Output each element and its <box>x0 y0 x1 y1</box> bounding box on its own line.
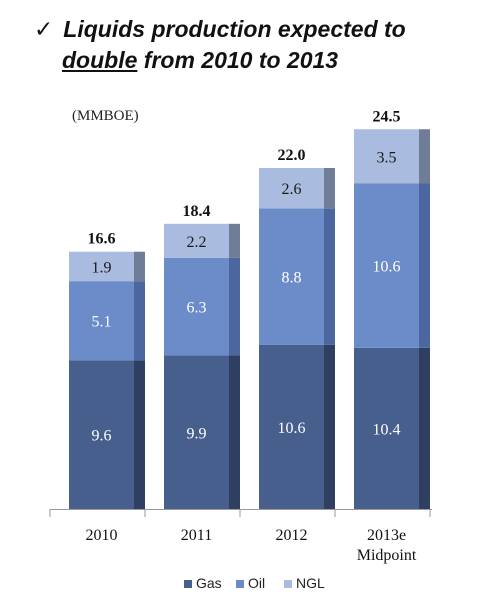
x-tick-label: Midpoint <box>357 547 417 564</box>
bar-segment-side <box>134 251 145 282</box>
data-label: 10.6 <box>278 420 306 437</box>
legend-swatch <box>284 580 292 588</box>
headline-emphasis: double <box>62 47 138 73</box>
bar-segment <box>354 129 419 184</box>
bars-layer: 9.6 5.1 1.9 16.6 9.9 6.3 2.2 18.4 10.6 8.8 2.6 22.0… <box>69 108 430 509</box>
data-label: 6.3 <box>187 300 207 317</box>
legend-swatch <box>184 580 192 588</box>
bar-segment-side <box>324 208 335 345</box>
data-label: 9.9 <box>187 425 207 442</box>
x-tick-label: 2013e <box>367 527 406 544</box>
x-tick-label: 2012 <box>276 527 308 544</box>
total-label: 24.5 <box>373 108 401 125</box>
bar-segment-side <box>134 281 145 361</box>
legend: Gas Oil NGL <box>184 575 325 591</box>
bar-segment <box>259 168 324 209</box>
headline: ✓ Liquids production expected to double f… <box>34 14 474 76</box>
bar-segment <box>69 360 134 509</box>
bar-segment <box>164 355 229 509</box>
legend-label: NGL <box>296 575 325 591</box>
bar-segment-side <box>229 355 240 509</box>
legend-label: Oil <box>248 575 265 591</box>
headline-line1: Liquids production expected to <box>63 16 406 42</box>
bar-segment <box>354 183 419 348</box>
bar-segment-side <box>229 257 240 356</box>
data-label: 9.6 <box>92 428 112 445</box>
bar-segment-side <box>229 223 240 258</box>
headline-line2: from 2010 to 2013 <box>137 47 339 73</box>
bar-segment-side <box>324 344 335 509</box>
legend-label: Gas <box>196 575 222 591</box>
bar-group: 9.9 6.3 2.2 18.4 <box>164 203 240 509</box>
total-label: 18.4 <box>183 203 211 220</box>
data-label: 5.1 <box>92 314 112 331</box>
bar-segment-side <box>419 347 430 509</box>
data-label: 10.4 <box>373 421 401 438</box>
bar-segment <box>259 208 324 345</box>
bar-segment <box>164 223 229 258</box>
bar-segment-side <box>419 129 430 184</box>
legend-swatch <box>236 580 244 588</box>
x-tick-label: 2011 <box>181 527 212 544</box>
bar-segment <box>259 344 324 509</box>
unit-label: (MMBOE) <box>72 108 139 124</box>
total-label: 16.6 <box>88 231 116 248</box>
data-label: 3.5 <box>377 149 397 166</box>
x-axis: 2010 2011 2012 2013e Midpoint <box>49 509 432 564</box>
bar-group: 9.6 5.1 1.9 16.6 <box>69 231 145 509</box>
bar-segment-side <box>134 360 145 509</box>
bar-segment <box>164 257 229 356</box>
bar-segment-side <box>419 183 430 348</box>
bar-segment <box>354 347 419 509</box>
data-label: 2.6 <box>282 181 302 198</box>
checkmark-icon: ✓ <box>34 16 54 42</box>
data-label: 10.6 <box>373 259 401 276</box>
total-label: 22.0 <box>278 147 306 164</box>
data-label: 8.8 <box>282 270 302 287</box>
bar-segment-side <box>324 168 335 209</box>
bar-group: 10.4 10.6 3.5 24.5 <box>354 108 430 509</box>
x-tick-label: 2010 <box>86 527 118 544</box>
data-label: 1.9 <box>92 259 112 276</box>
data-label: 2.2 <box>187 234 207 251</box>
bar-segment <box>69 251 134 282</box>
bar-group: 10.6 8.8 2.6 22.0 <box>259 147 335 509</box>
bar-segment <box>69 281 134 361</box>
